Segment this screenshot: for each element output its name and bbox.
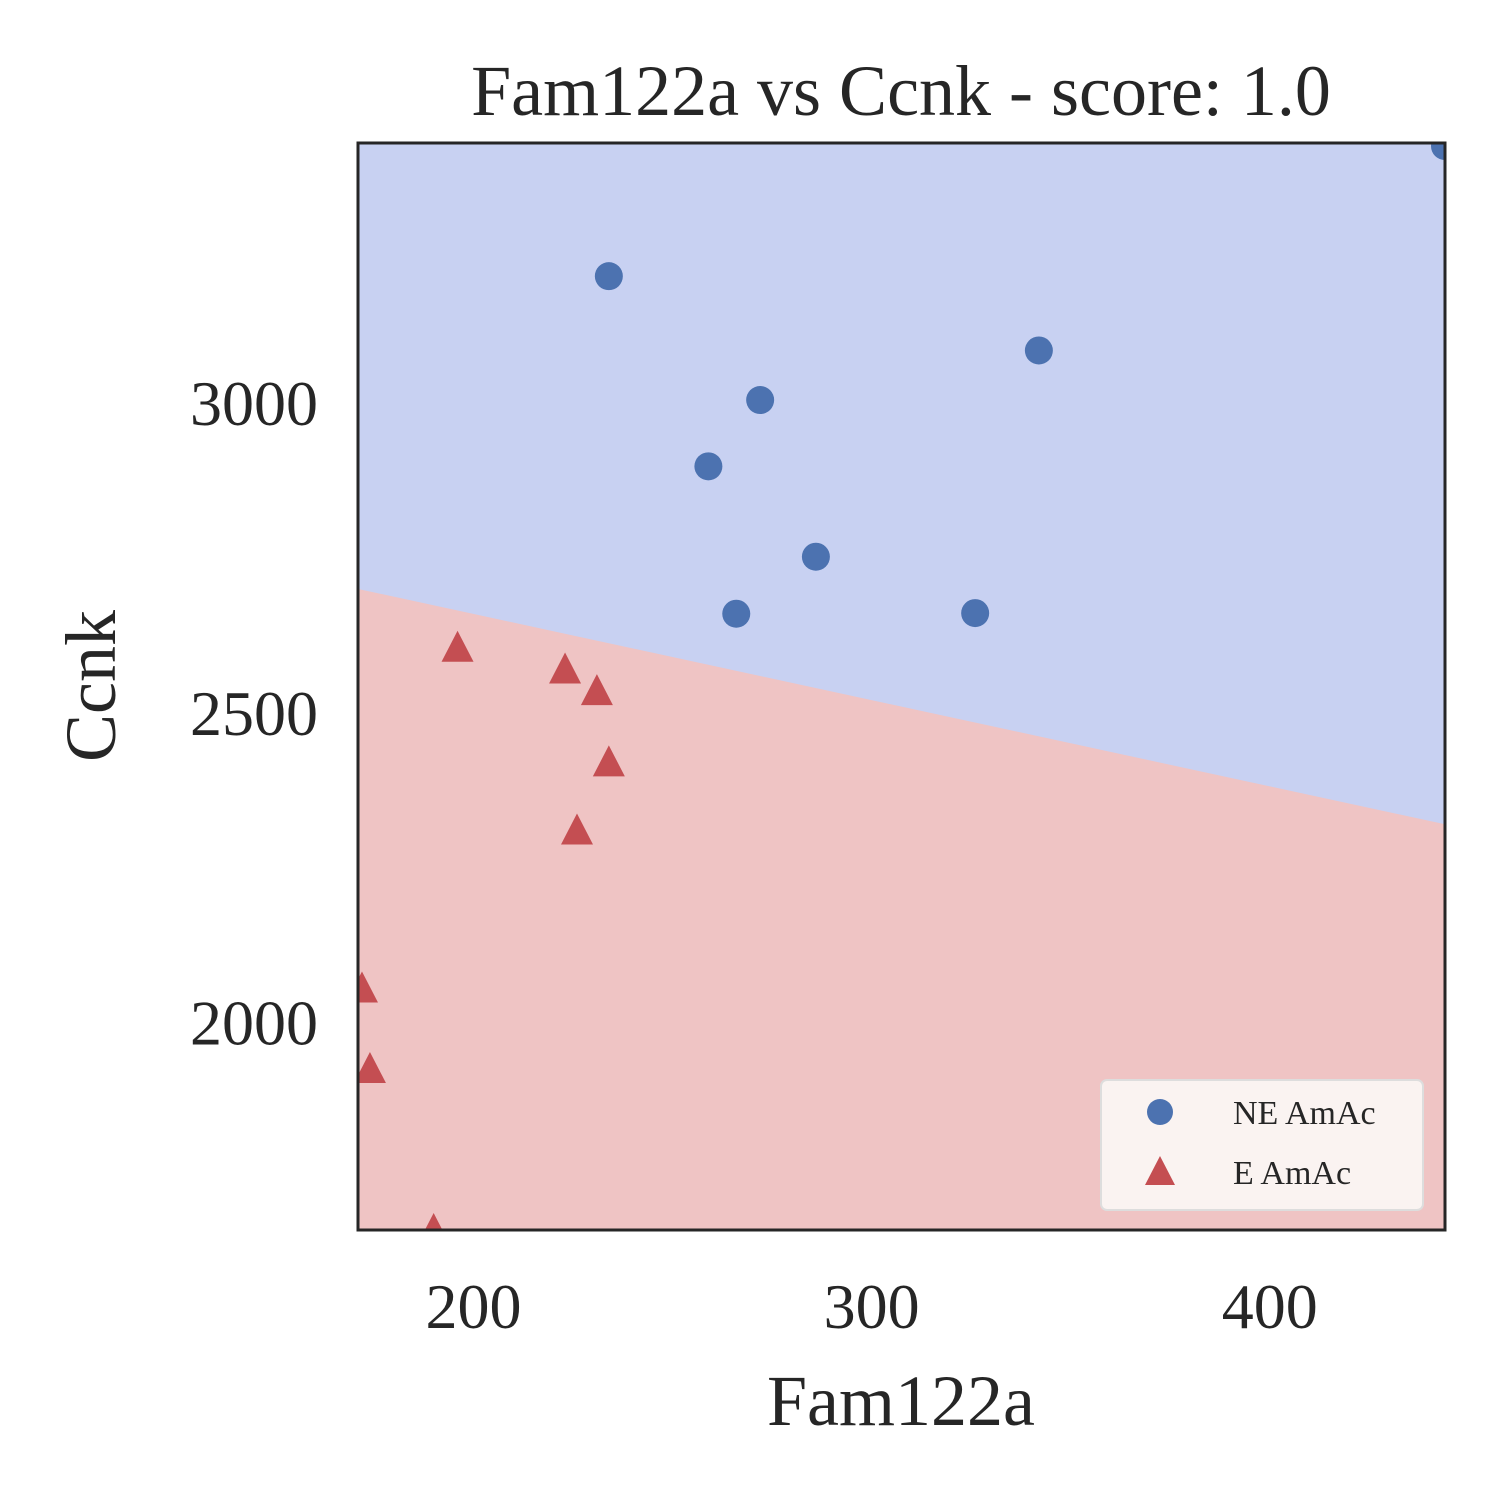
data-point-e-7 [358, 1051, 386, 1083]
legend-marker-e-amac [1145, 1156, 1175, 1185]
data-point-ne-2 [594, 262, 623, 291]
data-point-e-6 [358, 971, 378, 1003]
data-point-ne-6 [801, 542, 830, 571]
x-tick-label: 300 [824, 1271, 920, 1342]
legend: NE AmAc E AmAc [1100, 1079, 1424, 1211]
data-point-e-5 [560, 813, 593, 845]
legend-marker-ne-amac [1147, 1099, 1173, 1125]
x-tick-label: 400 [1222, 1271, 1318, 1342]
legend-label-ne-amac: NE AmAc [1233, 1095, 1376, 1132]
legend-box [1100, 1079, 1424, 1211]
x-axis-ticks: 200 300 400 [425, 1271, 1317, 1342]
y-tick-label: 2500 [190, 678, 318, 749]
data-point-e-2 [549, 652, 582, 684]
data-points [358, 143, 1445, 1230]
data-point-ne-8 [961, 599, 990, 628]
x-tick-label: 200 [425, 1271, 521, 1342]
y-tick-label: 3000 [190, 368, 318, 439]
legend-label-e-amac: E AmAc [1233, 1155, 1351, 1192]
data-point-e-1 [441, 630, 474, 662]
y-axis-ticks: 2000 2500 3000 [190, 368, 318, 1058]
data-point-e-3 [580, 674, 613, 706]
plot-frame [356, 141, 1447, 1232]
y-tick-label: 2000 [190, 988, 318, 1059]
data-point-ne-5 [694, 452, 723, 481]
data-point-ne-7 [722, 599, 751, 628]
decision-region-e [358, 588, 1445, 1230]
data-point-ne-3 [1024, 336, 1053, 365]
chart-title: Fam122a vs Ccnk - score: 1.0 [471, 51, 1331, 131]
data-point-ne-1 [1431, 143, 1445, 161]
plot-area [356, 141, 1447, 1232]
data-point-e-8 [424, 1213, 443, 1230]
x-axis-label: Fam122a [767, 1361, 1035, 1441]
data-point-ne-4 [746, 386, 775, 415]
y-axis-label: Ccnk [51, 610, 131, 762]
data-point-e-4 [592, 745, 625, 777]
